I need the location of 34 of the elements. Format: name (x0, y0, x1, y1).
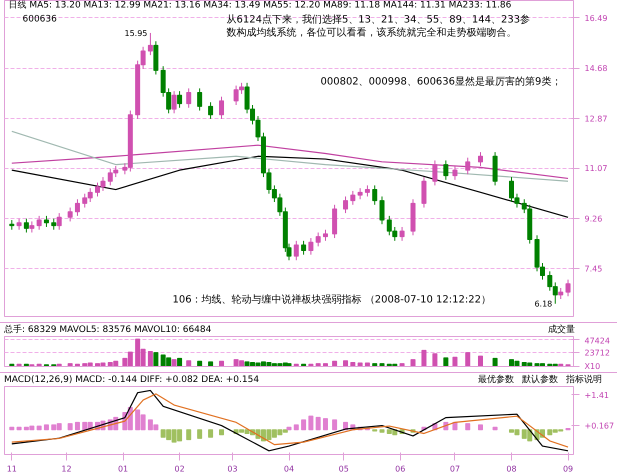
y-tick-label: X10 (584, 362, 600, 371)
annotation: 600636 (22, 14, 58, 24)
x-tick-label: 06 (395, 464, 406, 474)
y-tick-label: 23712 (584, 348, 610, 358)
y-tick-label: 11.07 (584, 164, 608, 174)
y-tick-label: 16.49 (584, 14, 608, 23)
x-tick-label: 04 (284, 464, 294, 474)
x-tick-label: 11 (6, 464, 17, 474)
text: MACD(12,26,9) MACD: -0.144 DIFF: +0.082 DEA: +0.154 (4, 374, 260, 387)
text: 指标说明 (566, 374, 602, 387)
y-tick-label: +1.41 (584, 390, 610, 400)
text: 总手: 68329 MAVOL5: 83576 MAVOL10: 66484 (4, 324, 212, 337)
y-tick-label: 9.26 (584, 214, 602, 224)
x-tick-label: 07 (450, 464, 460, 474)
text: 最优参数 (478, 374, 514, 387)
y-tick-label: 12.87 (584, 114, 608, 124)
annotation: 000802、000998、600636显然是最厉害的第9类； (320, 76, 562, 88)
x-tick-label: 01 (118, 464, 128, 474)
y-tick-label: +0.167 (584, 422, 614, 431)
x-tick-label: 09 (562, 464, 574, 474)
x-tick-label: 08 (506, 464, 517, 474)
y-tick-label: 47424 (584, 336, 610, 346)
annotation: 6.18 (534, 300, 552, 309)
x-tick-label: 02 (174, 464, 185, 474)
annotation: 15.95 (124, 28, 148, 38)
x-tick-label: 05 (338, 464, 349, 474)
annotation: 106：均线、轮动与缠中说禅板块强弱指标 （2008-07-10 12:12:22） (172, 294, 491, 306)
annotation: 从6124点下来，我们选择5、13、21、34、55、89、144、233参数构成均线系统，各位可以看看，该系统就完全和走势极端吻合。 (226, 14, 530, 39)
y-tick-label: 7.45 (584, 264, 602, 274)
text: 默认参数 (522, 374, 558, 387)
x-tick-label: 12 (61, 464, 72, 474)
x-tick-label: 03 (227, 464, 238, 474)
y-tick-label: 14.68 (584, 64, 608, 74)
text: 成交量 (548, 324, 575, 337)
